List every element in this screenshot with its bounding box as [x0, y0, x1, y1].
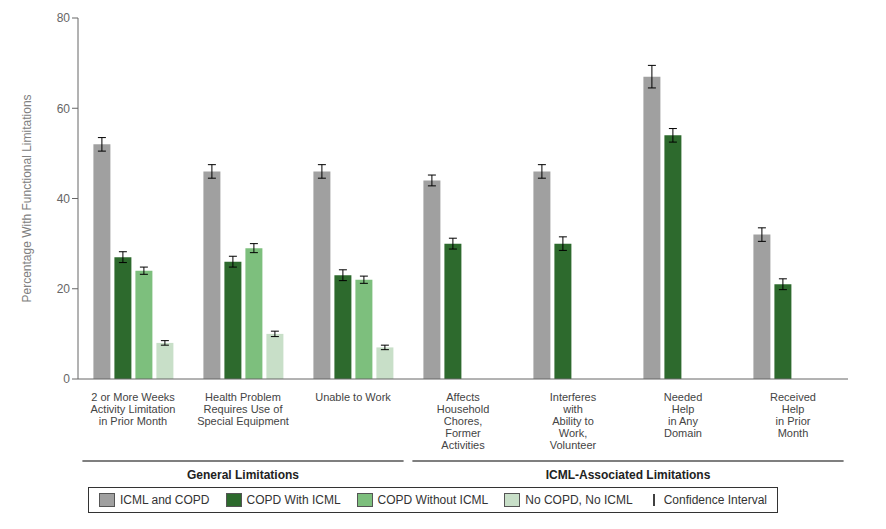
- svg-text:Unable to Work: Unable to Work: [315, 391, 391, 403]
- svg-text:InterfereswithAbility toWork,V: InterfereswithAbility toWork,Volunteer: [550, 391, 597, 451]
- html-text:ICML and COPD: ICML and COPD: [120, 493, 210, 507]
- svg-text:ReceivedHelpin PriorMonth: ReceivedHelpin PriorMonth: [770, 391, 816, 439]
- svg-text:0: 0: [63, 372, 70, 386]
- html-text:Confidence Interval: Confidence Interval: [663, 493, 767, 507]
- svg-text:60: 60: [57, 102, 71, 116]
- svg-text:ICML-Associated Limitations: ICML-Associated Limitations: [546, 468, 711, 482]
- svg-text:AffectsHouseholdChores,FormerA: AffectsHouseholdChores,FormerActivities: [437, 391, 490, 451]
- svg-text:80: 80: [57, 11, 71, 25]
- svg-text:NeededHelpin AnyDomain: NeededHelpin AnyDomain: [664, 391, 703, 439]
- svg-text:40: 40: [57, 192, 71, 206]
- html-text:COPD With ICML: COPD With ICML: [246, 493, 341, 507]
- html-text:No COPD, No ICML: No COPD, No ICML: [525, 493, 633, 507]
- svg-text:General Limitations: General Limitations: [187, 468, 299, 482]
- svg-text:2 or More WeeksActivity Limita: 2 or More WeeksActivity Limitationin Pri…: [91, 391, 176, 427]
- html-text:COPD Without ICML: COPD Without ICML: [377, 493, 489, 507]
- svg-text:Health ProblemRequires Use ofS: Health ProblemRequires Use ofSpecial Equ…: [197, 391, 289, 427]
- svg-text:20: 20: [57, 282, 71, 296]
- svg-text:Percentage With Functional Lim: Percentage With Functional Limitations: [20, 94, 34, 302]
